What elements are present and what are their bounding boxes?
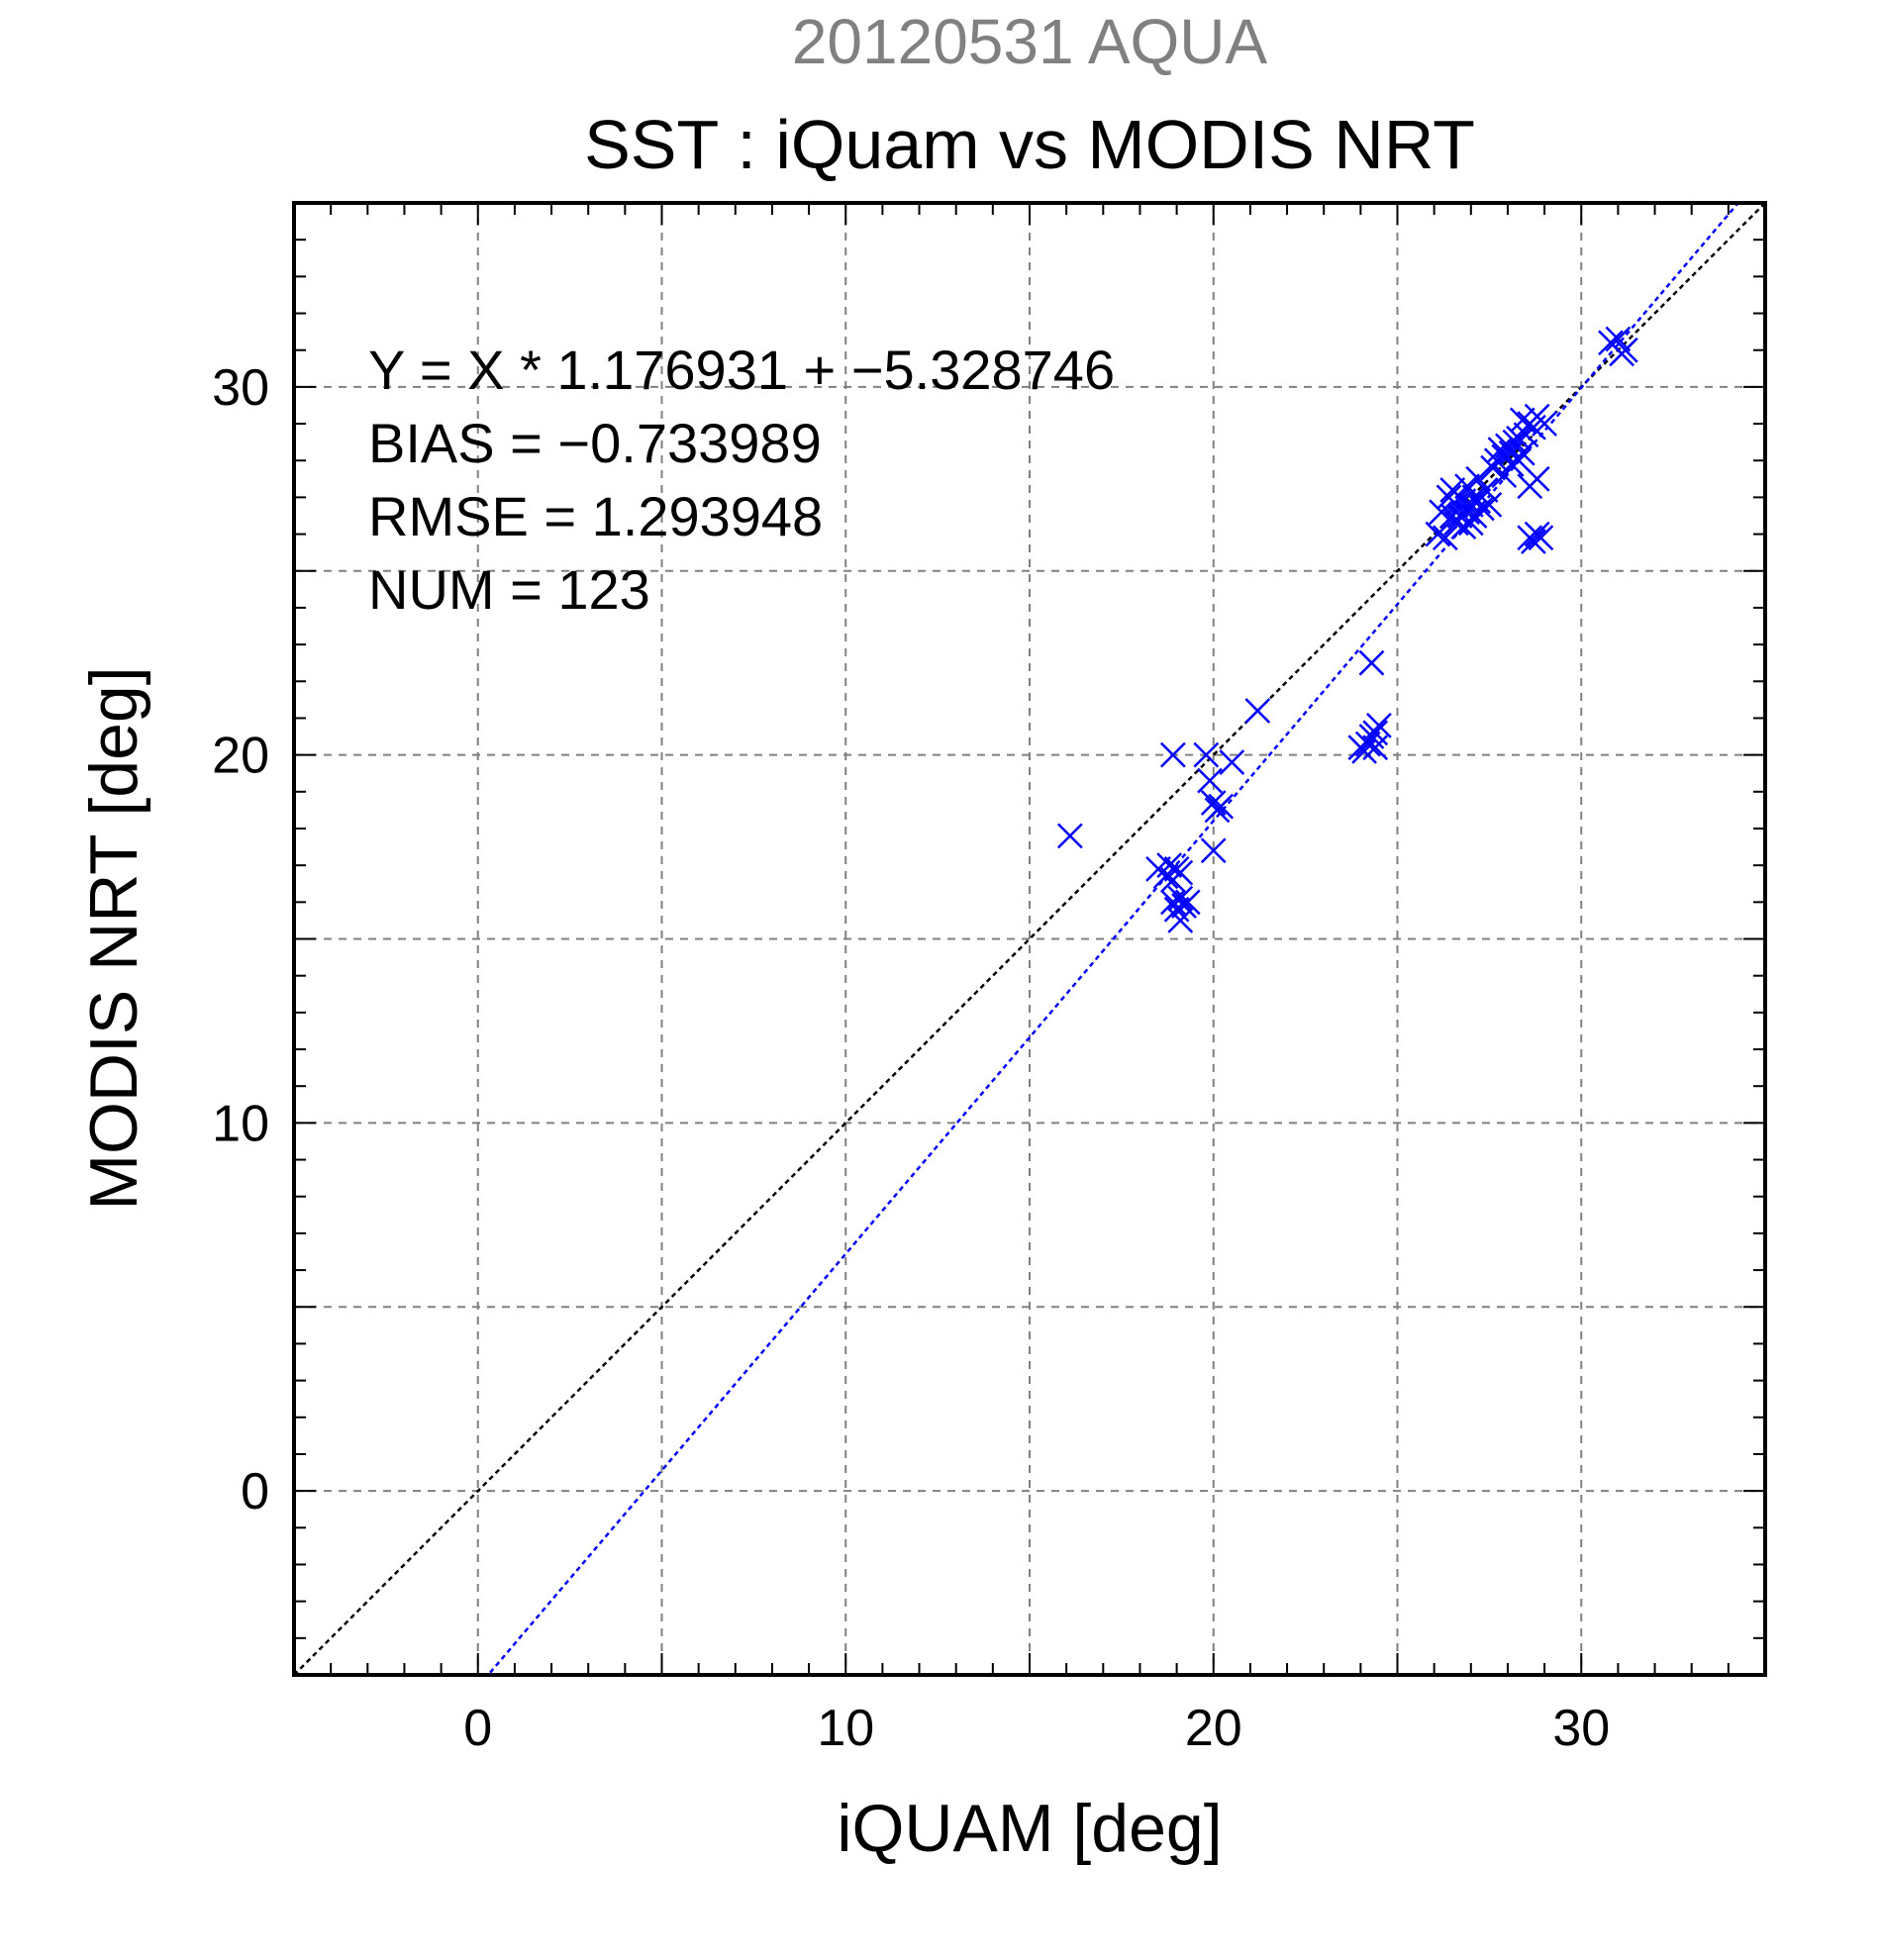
data-point — [1167, 859, 1194, 886]
bias-value: BIAS = −0.733989 — [368, 412, 822, 474]
data-point — [1528, 525, 1554, 551]
data-point — [1509, 407, 1535, 434]
data-point — [1056, 823, 1083, 849]
data-point — [1425, 521, 1451, 547]
data-points — [1056, 326, 1638, 933]
data-point — [1354, 731, 1381, 757]
data-point — [1521, 529, 1546, 554]
data-point — [1174, 889, 1201, 916]
rmse-value: RMSE = 1.293948 — [368, 485, 823, 547]
x-axis-label: iQUAM [deg] — [837, 1791, 1222, 1866]
data-point — [1244, 698, 1271, 724]
stats-box: Y = X * 1.176931 + −5.328746 BIAS = −0.7… — [368, 339, 1115, 621]
data-point — [1432, 525, 1458, 551]
data-point — [1160, 741, 1186, 768]
data-point — [1366, 713, 1392, 738]
data-point — [1208, 793, 1235, 820]
tick-labels: 0 10 20 30 0 10 20 30 — [212, 359, 1610, 1757]
data-point — [1200, 837, 1227, 864]
chart-title: SST : iQuam vs MODIS NRT — [584, 106, 1475, 183]
data-point — [1362, 720, 1389, 746]
regression-line — [486, 203, 1740, 1675]
data-point — [1524, 465, 1550, 492]
y-tick-label: 30 — [212, 359, 269, 417]
y-tick-label: 20 — [212, 728, 269, 785]
x-tick-label: 30 — [1552, 1700, 1610, 1757]
data-point — [1193, 741, 1220, 768]
y-tick-label: 0 — [241, 1463, 269, 1520]
reference-lines — [294, 203, 1765, 1675]
data-point — [1219, 749, 1245, 775]
y-tick-label: 10 — [212, 1095, 269, 1152]
data-point — [1476, 491, 1503, 518]
y-axis-label: MODIS NRT [deg] — [76, 666, 151, 1210]
fit-equation: Y = X * 1.176931 + −5.328746 — [368, 339, 1115, 401]
data-point — [1612, 337, 1638, 363]
data-point — [1605, 326, 1632, 352]
plot-frame — [292, 201, 1767, 1677]
data-point — [1156, 852, 1183, 879]
data-point — [1358, 649, 1385, 676]
x-tick-label: 10 — [817, 1700, 874, 1757]
data-point — [1197, 767, 1223, 794]
data-point — [1167, 885, 1194, 912]
data-point — [1167, 908, 1194, 933]
x-tick-label: 20 — [1185, 1700, 1242, 1757]
data-point — [1472, 477, 1499, 503]
x-tick-label: 0 — [463, 1700, 492, 1757]
date-title: 20120531 AQUA — [792, 6, 1268, 77]
grid-lines — [294, 203, 1765, 1675]
data-point — [1532, 411, 1557, 437]
num-value: NUM = 123 — [368, 558, 650, 621]
data-point — [1200, 790, 1227, 816]
